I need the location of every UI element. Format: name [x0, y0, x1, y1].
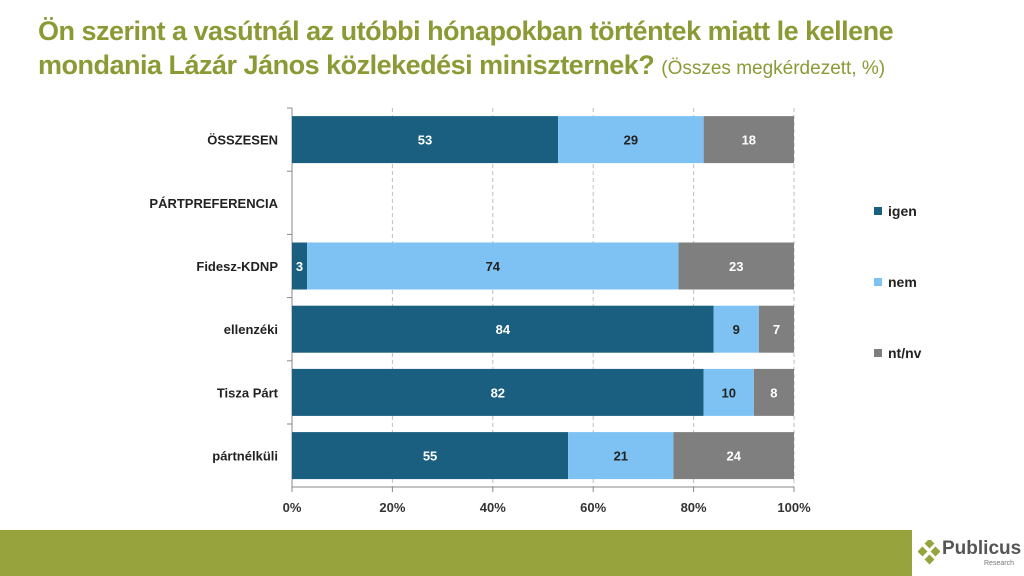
category-label: Fidesz-KDNP [196, 259, 278, 274]
data-label: 3 [296, 259, 303, 274]
bar-nem [307, 242, 679, 290]
category-label: pártnélküli [212, 449, 278, 464]
legend-label: igen [888, 203, 917, 219]
data-label: 53 [418, 133, 432, 148]
data-label: 8 [770, 385, 777, 400]
logo-name: Publicus [942, 538, 1022, 559]
bar-nt-nv [673, 432, 794, 480]
x-tick-label: 40% [480, 500, 506, 515]
data-label: 10 [722, 385, 736, 400]
data-label: 21 [614, 449, 628, 464]
x-tick-label: 20% [379, 500, 405, 515]
data-label: 24 [727, 449, 742, 464]
data-label: 84 [496, 322, 511, 337]
data-label: 82 [491, 385, 505, 400]
legend-label: nem [888, 274, 917, 290]
bar-nt-nv [678, 242, 794, 290]
bar-nt-nv [753, 368, 794, 416]
chart-title: Ön szerint a vasútnál az utóbbi hónapokb… [38, 14, 998, 86]
bar-nt-nv [758, 305, 794, 353]
bar-nem [713, 305, 759, 353]
data-label: 23 [729, 259, 743, 274]
data-label: 55 [423, 449, 437, 464]
legend-swatch [874, 349, 882, 357]
category-label: ellenzéki [224, 322, 278, 337]
data-label: 9 [733, 322, 740, 337]
legend-label: nt/nv [888, 345, 922, 361]
title-text: Ön szerint a vasútnál az utóbbi hónapokb… [38, 16, 894, 80]
bar-nem [558, 116, 704, 164]
bar-igen [292, 368, 704, 416]
logo-tagline: Research [984, 560, 1014, 567]
bar-igen [292, 432, 569, 480]
x-tick-label: 60% [580, 500, 606, 515]
bar-igen [292, 305, 714, 353]
legend-swatch [874, 278, 882, 286]
data-label: 7 [773, 322, 780, 337]
chart-subtitle: (Összes megkérdezett, %) [661, 58, 886, 79]
data-label: 18 [742, 133, 756, 148]
footer-bar [0, 530, 912, 576]
legend-swatch [874, 207, 882, 215]
publicus-logo: Publicus Research [918, 536, 1024, 572]
x-tick-label: 0% [283, 500, 302, 515]
bar-nt-nv [703, 116, 794, 164]
x-tick-label: 80% [681, 500, 707, 515]
bar-igen [292, 242, 308, 290]
category-label: Tisza Párt [217, 385, 279, 400]
bar-nem [703, 368, 754, 416]
bar-igen [292, 116, 559, 164]
data-label: 29 [624, 133, 638, 148]
bar-nem [568, 432, 674, 480]
data-label: 74 [486, 259, 501, 274]
logo-diamond-icon [918, 540, 940, 565]
category-label: PÁRTPREFERENCIA [149, 196, 278, 211]
category-label: ÖSSZESEN [207, 133, 278, 148]
x-tick-label: 100% [777, 500, 811, 515]
